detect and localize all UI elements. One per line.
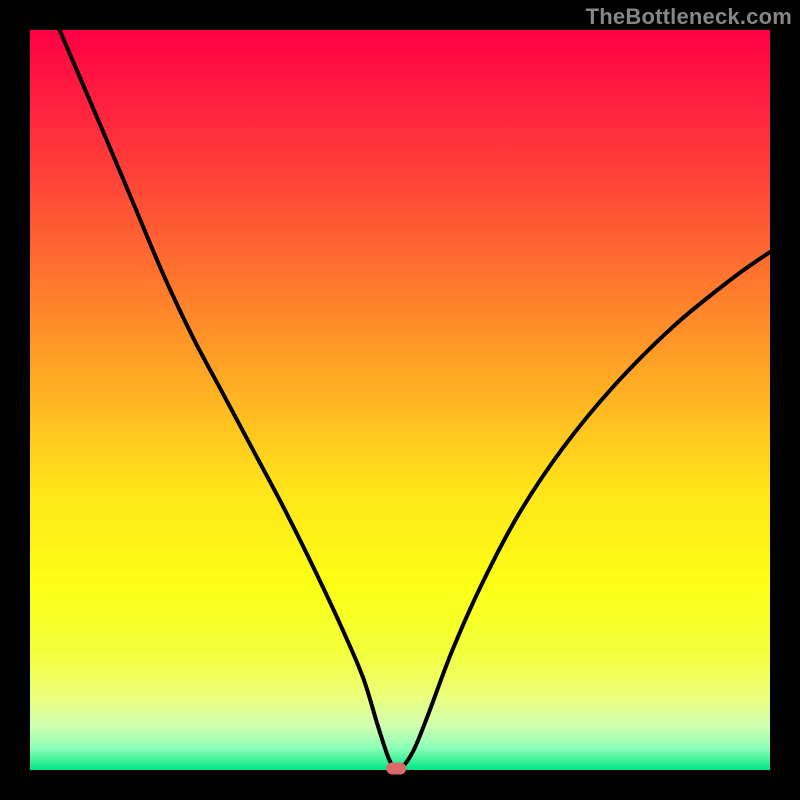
optimum-marker [386,763,406,775]
chart-svg [0,0,800,800]
bottleneck-chart: TheBottleneck.com [0,0,800,800]
chart-background-gradient [30,30,770,770]
watermark-text: TheBottleneck.com [586,4,792,30]
